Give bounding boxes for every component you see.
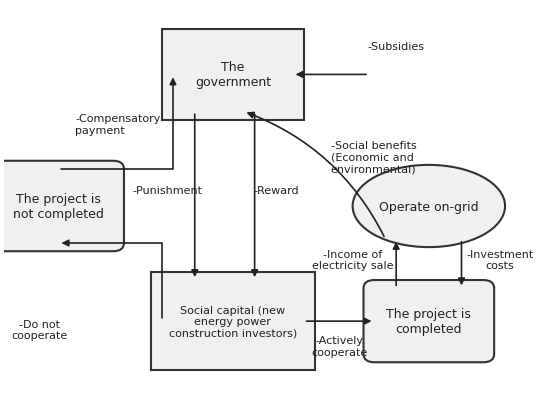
Text: -Do not
cooperate: -Do not cooperate — [12, 319, 68, 340]
Ellipse shape — [353, 166, 505, 247]
Text: -Punishment: -Punishment — [133, 185, 202, 195]
Text: -Income of
electricity sale: -Income of electricity sale — [312, 249, 393, 271]
Text: -Subsidies: -Subsidies — [368, 42, 425, 52]
Text: -Investment
costs: -Investment costs — [466, 249, 534, 271]
FancyBboxPatch shape — [151, 272, 315, 370]
Text: -Compensatory
payment: -Compensatory payment — [75, 114, 161, 135]
Text: -Social benefits
(Economic and
environmental): -Social benefits (Economic and environme… — [331, 141, 416, 174]
FancyBboxPatch shape — [162, 30, 304, 120]
Text: -Actively
cooperate: -Actively cooperate — [311, 335, 367, 357]
FancyBboxPatch shape — [364, 280, 494, 362]
Text: The project is
not completed: The project is not completed — [13, 192, 104, 221]
Text: Social capital (new
energy power
construction investors): Social capital (new energy power constru… — [169, 305, 297, 338]
Text: -Reward: -Reward — [254, 185, 299, 195]
FancyBboxPatch shape — [0, 161, 124, 252]
Text: The project is
completed: The project is completed — [387, 307, 471, 335]
Text: Operate on-grid: Operate on-grid — [379, 200, 478, 213]
Text: The
government: The government — [195, 61, 271, 89]
